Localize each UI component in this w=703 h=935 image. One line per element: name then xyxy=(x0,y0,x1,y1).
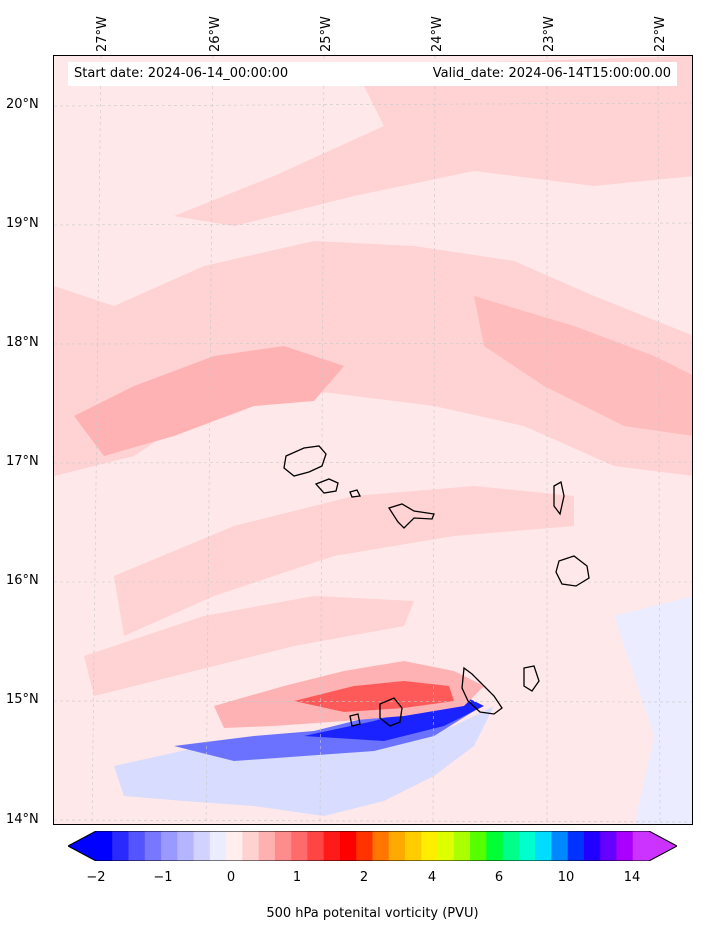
colorbar-swatch xyxy=(307,831,325,861)
colorbar-swatch xyxy=(144,831,162,861)
pv-band-east xyxy=(474,296,692,436)
island-sao-nicolau xyxy=(387,503,435,529)
lon-label-27w: 27°W xyxy=(95,16,110,52)
colorbar xyxy=(68,831,677,861)
date-info-box: Start date: 2024-06-14_00:00:00 Valid_da… xyxy=(68,62,677,86)
graticule xyxy=(54,56,692,824)
valid-date-label: Valid_date: 2024-06-14T15:00:00.00 xyxy=(432,66,671,81)
lon-label-26w: 26°W xyxy=(208,16,223,52)
start-date-label: Start date: 2024-06-14_00:00:00 xyxy=(74,66,289,81)
colorbar-swatch xyxy=(209,831,227,861)
colorbar-swatch xyxy=(128,831,146,861)
colorbar-tick-1: 1 xyxy=(292,870,302,885)
lat-label-16n: 16°N xyxy=(6,573,39,588)
island-maio xyxy=(523,665,540,692)
pv-blue-south xyxy=(114,706,494,816)
island-santo-antao xyxy=(283,445,327,477)
lat-label-17n: 17°N xyxy=(6,454,39,469)
colorbar-swatch xyxy=(616,831,634,861)
colorbar-tick-0: 0 xyxy=(226,870,236,885)
colorbar-tick-4: 4 xyxy=(427,870,437,885)
colorbar-swatch xyxy=(112,831,130,861)
colorbar-tick-6: 6 xyxy=(494,870,504,885)
pv-blue-east xyxy=(614,596,692,824)
colorbar-swatch xyxy=(453,831,471,861)
lat-label-19n: 19°N xyxy=(6,216,39,231)
colorbar-swatch xyxy=(405,831,422,861)
map-panel[interactable] xyxy=(53,55,693,825)
colorbar-swatch xyxy=(193,831,211,861)
colorbar-swatch xyxy=(551,831,569,861)
colorbar-swatch xyxy=(226,831,243,861)
lat-label-18n: 18°N xyxy=(6,335,39,350)
pv-band-streaks-2 xyxy=(84,596,414,696)
island-sao-vicente xyxy=(314,478,339,494)
pv-red-core xyxy=(294,681,454,712)
pv-field xyxy=(54,56,692,824)
colorbar-swatch xyxy=(242,831,260,861)
colorbar-swatch xyxy=(486,831,504,861)
colorbar-tick-14: 14 xyxy=(623,870,641,885)
colorbar-swatch xyxy=(339,831,357,861)
colorbar-swatch xyxy=(388,831,406,861)
lon-label-24w: 24°W xyxy=(430,16,445,52)
lon-label-22w: 22°W xyxy=(653,16,668,52)
lat-label-15n: 15°N xyxy=(6,692,39,707)
island-sal xyxy=(553,480,565,516)
colorbar-tick-2: 2 xyxy=(359,870,369,885)
colorbar-swatch xyxy=(274,831,292,861)
colorbar-swatch xyxy=(161,831,178,861)
lon-label-23w: 23°W xyxy=(542,16,557,52)
lat-label-14n: 14°N xyxy=(6,812,39,827)
colorbar-swatch xyxy=(421,831,439,861)
colorbar-swatch xyxy=(632,831,650,861)
island-boa-vista xyxy=(555,555,590,587)
colorbar-swatch xyxy=(323,831,341,861)
colorbar-tick-10: 10 xyxy=(557,870,575,885)
island-santa-luzia xyxy=(349,489,361,498)
pv-band-middle xyxy=(54,241,692,476)
colorbar-swatch xyxy=(96,831,113,861)
coastlines xyxy=(283,445,590,727)
lon-label-25w: 25°W xyxy=(319,16,334,52)
colorbar-swatch xyxy=(470,831,487,861)
colorbar-extend-left xyxy=(68,831,96,861)
colorbar-tick-neg2: −2 xyxy=(86,870,106,885)
colorbar-tick-neg1: −1 xyxy=(153,870,173,885)
island-fogo xyxy=(379,697,403,727)
colorbar-swatch xyxy=(437,831,455,861)
island-brava xyxy=(349,713,361,727)
colorbar-swatch xyxy=(583,831,601,861)
lat-label-20n: 20°N xyxy=(6,97,39,112)
colorbar-swatch xyxy=(258,831,276,861)
colorbar-swatch xyxy=(502,831,520,861)
colorbar-swatch xyxy=(600,831,617,861)
pv-band-streaks xyxy=(114,486,574,636)
colorbar-swatch xyxy=(356,831,373,861)
colorbar-extend-right xyxy=(649,831,677,861)
colorbar-swatch xyxy=(291,831,308,861)
colorbar-title: 500 hPa potenital vorticity (PVU) xyxy=(266,906,479,921)
pv-band-middle-inner xyxy=(74,346,344,456)
colorbar-swatch xyxy=(372,831,390,861)
colorbar-swatch xyxy=(567,831,585,861)
colorbar-swatch xyxy=(177,831,195,861)
colorbar-swatch xyxy=(535,831,552,861)
colorbar-swatch xyxy=(518,831,536,861)
island-santiago xyxy=(461,666,503,715)
